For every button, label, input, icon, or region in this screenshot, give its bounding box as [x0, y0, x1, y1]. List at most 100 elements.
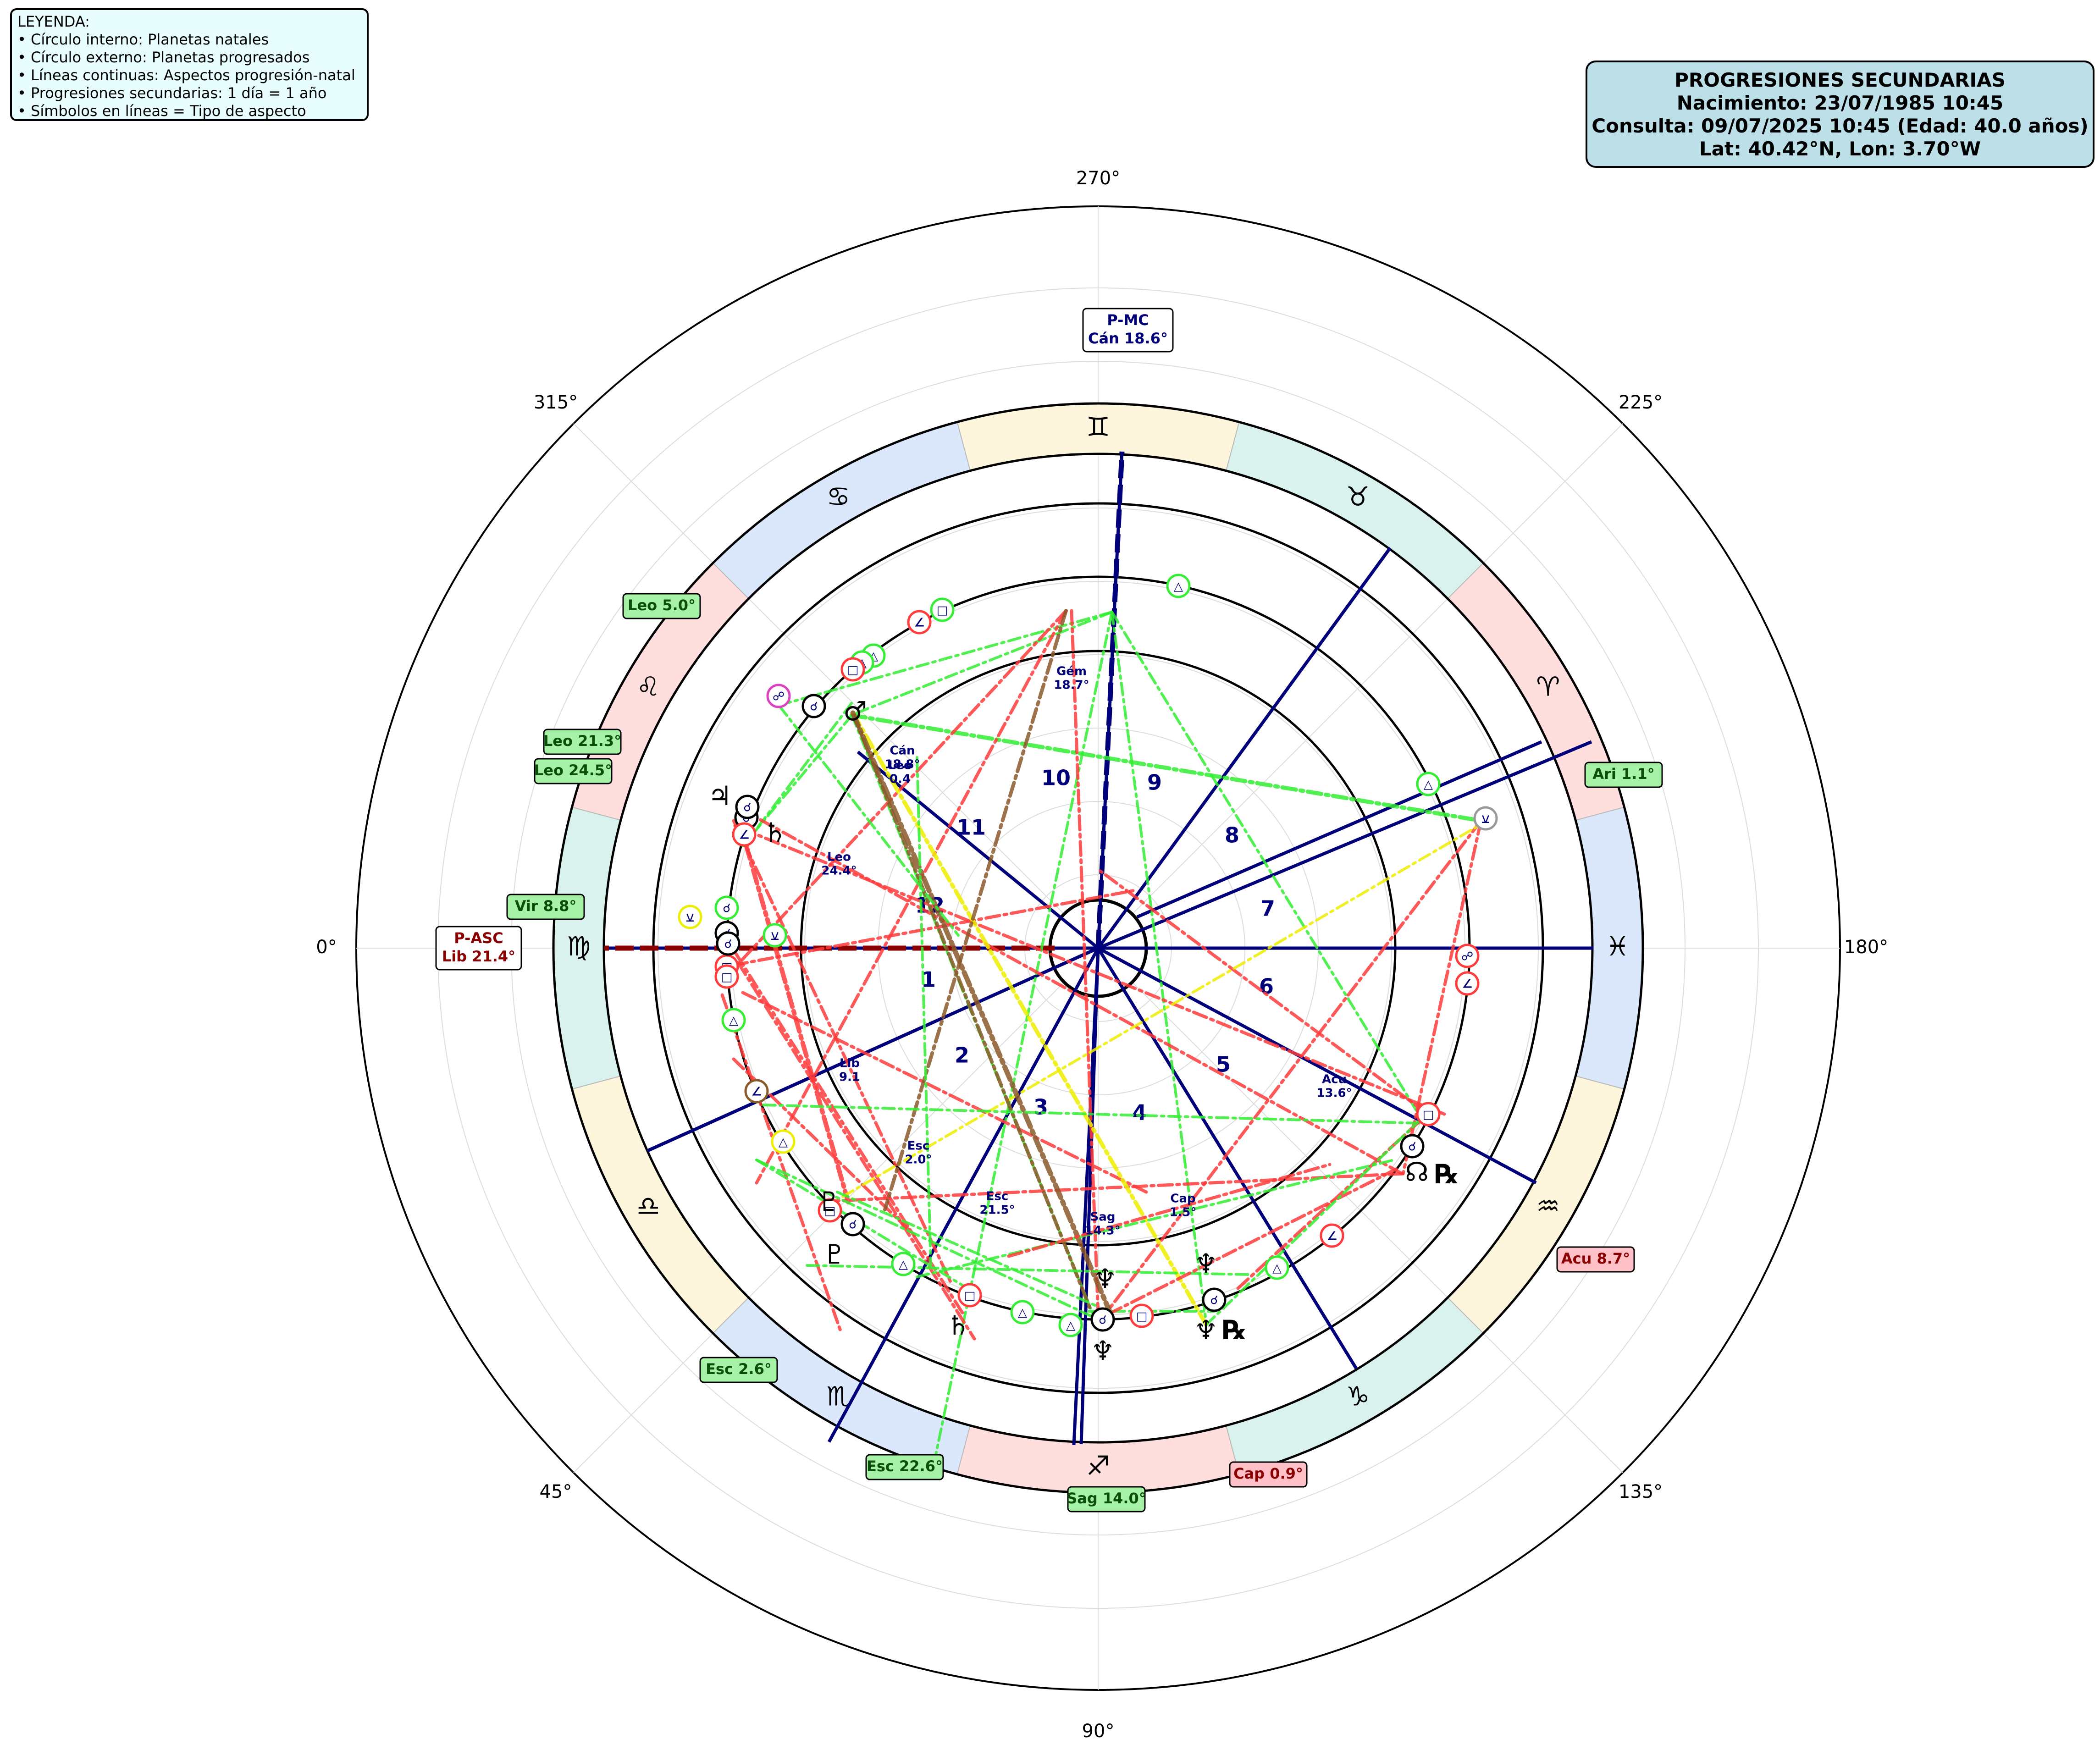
- planet-glyph: ♇: [823, 1239, 846, 1270]
- progressed-asc-label: Lib 21.4°: [442, 948, 515, 965]
- aspect-marker-glyph: ☍: [1461, 950, 1473, 964]
- planet-glyph: ♂: [843, 696, 867, 727]
- house-cusp-line: [1097, 947, 1358, 1369]
- zodiac-sign-glyph: ♎: [636, 1191, 660, 1222]
- aspect-line: [850, 710, 1112, 1314]
- aspect-line: [737, 818, 851, 1204]
- aspect-marker-glyph: ☌: [1408, 1140, 1416, 1154]
- house-number-3: 3: [1033, 1095, 1048, 1120]
- aspect-line: [1111, 611, 1423, 1120]
- planet-glyph: ♇: [817, 1186, 841, 1217]
- aspect-line: [1103, 1167, 1398, 1318]
- retrograde-mark: ℞: [1435, 1159, 1459, 1190]
- natal-position-label: Cap: [1170, 1192, 1195, 1206]
- aspect-marker: [840, 657, 865, 682]
- aspect-marker-glyph: □: [721, 971, 733, 984]
- house-cusp-line: [1079, 948, 1100, 1445]
- outer-position-tag: Leo 21.3°: [543, 732, 621, 750]
- aspect-marker: [1202, 1287, 1227, 1312]
- aspect-marker-glyph: □: [937, 604, 948, 618]
- natal-position-label: Sag: [1090, 1210, 1116, 1224]
- zodiac-sign-glyph: ♍: [567, 931, 591, 962]
- aspect-line: [851, 711, 1208, 1326]
- outer-position-tag: Ari 1.1°: [1592, 765, 1654, 783]
- aspect-lines: [720, 609, 1485, 1480]
- aspect-line: [720, 993, 843, 1334]
- zodiac-sign-glyph: ♌: [636, 671, 660, 702]
- progressed-asc-label-box: [435, 926, 522, 971]
- zodiac-sign-glyph: ♒: [1536, 1191, 1560, 1222]
- aspect-marker-glyph: ☌: [849, 1218, 857, 1232]
- query-date: Consulta: 09/07/2025 10:45 (Edad: 40.0 a…: [1592, 115, 2089, 137]
- aspect-marker-glyph: ⚺: [686, 911, 694, 925]
- planet-glyph: ♃: [708, 780, 732, 812]
- outer-position-tag-box: [865, 1454, 944, 1480]
- aspect-marker: [1320, 1223, 1344, 1248]
- degree-label: 225°: [1619, 392, 1663, 413]
- aspect-marker-glyph: ∠: [1326, 1230, 1337, 1243]
- aspect-marker-glyph: ⚺: [771, 929, 779, 943]
- house-cusp-line: [1097, 740, 1592, 950]
- aspect-marker: [840, 1212, 865, 1237]
- planet-glyph: ♆: [1091, 1335, 1115, 1366]
- degree-label: 45°: [540, 1481, 572, 1502]
- house-number-8: 8: [1225, 823, 1239, 848]
- natal-position-label: Acu: [1322, 1073, 1347, 1087]
- degree-label: 315°: [534, 392, 578, 413]
- natal-position-label: Leo: [827, 850, 851, 864]
- aspect-markers: △□∠△△□☌☍△⚺☌∠☌☌⚺□□△∠△□☌△□△☌□☌△∠☌□☍∠☌☌△⚺♂♃…: [678, 574, 1498, 1366]
- progressed-mc-label-box: [1082, 308, 1174, 353]
- aspect-marker: [930, 597, 955, 622]
- outer-position-tag-box: [1556, 1246, 1635, 1273]
- house-number-10: 10: [1041, 766, 1071, 790]
- natal-position-degree: 0.4: [890, 773, 911, 786]
- natal-position-degree: 24.4°: [821, 864, 857, 878]
- legend-box: LEYENDA: • Círculo interno: Planetas nat…: [10, 8, 369, 121]
- aspect-line: [1007, 1163, 1332, 1258]
- house-number-4: 4: [1132, 1100, 1147, 1125]
- aspect-line: [806, 1264, 1251, 1276]
- progressed-mc-label: Cán 18.6°: [1088, 330, 1168, 347]
- aspect-marker: [1400, 1134, 1425, 1159]
- legend-line: • Progresiones secundarias: 1 día = 1 añ…: [17, 84, 327, 102]
- progressed-mc-label: P-MC: [1107, 311, 1149, 329]
- natal-position-degree: 14.3°: [1085, 1224, 1120, 1238]
- aspect-marker: [957, 1283, 982, 1308]
- location: Lat: 40.42°N, Lon: 3.70°W: [1699, 138, 1981, 160]
- aspect-marker-glyph: ☌: [1099, 1314, 1106, 1327]
- aspect-line: [762, 1104, 1423, 1125]
- aspect-marker: [716, 931, 741, 956]
- zodiac-sign-glyph: ♓: [1606, 931, 1630, 962]
- outer-position-tag-box: [699, 1357, 778, 1383]
- aspect-marker-glyph: ☌: [724, 938, 732, 951]
- aspect-marker-glyph: ☌: [723, 902, 730, 916]
- aspect-line: [732, 819, 953, 1286]
- house-number-2: 2: [955, 1043, 969, 1068]
- aspect-marker-glyph: △: [1018, 1306, 1027, 1320]
- natal-position-label: Esc: [907, 1139, 930, 1153]
- aspect-line: [734, 952, 965, 1315]
- aspect-line: [734, 609, 1068, 968]
- progressed-mc-line: [1095, 451, 1125, 949]
- degree-label: 135°: [1619, 1481, 1663, 1502]
- aspect-line: [755, 1159, 1102, 1322]
- aspect-marker: [678, 905, 702, 929]
- aspect-line: [836, 1191, 1100, 1308]
- aspect-line: [850, 713, 1483, 823]
- aspect-line: [1099, 869, 1428, 1115]
- birth-date: Nacimiento: 23/07/1985 10:45: [1676, 92, 2004, 114]
- aspect-marker-glyph: △: [779, 1136, 788, 1149]
- chart-info-box: PROGRESIONES SECUNDARIAS Nacimiento: 23/…: [1586, 61, 2094, 168]
- outer-position-tag-box: [543, 729, 622, 755]
- aspect-marker-glyph: □: [824, 1204, 836, 1218]
- planet-glyph: ♄: [763, 817, 787, 848]
- natal-position-degree: 18.7°: [1054, 679, 1089, 692]
- legend-line: • Símbolos en líneas = Tipo de aspecto: [17, 102, 306, 120]
- aspect-marker: [1265, 1255, 1289, 1280]
- chart-title: PROGRESIONES SECUNDARIAS: [1674, 69, 2006, 91]
- legend-line: • Círculo interno: Planetas natales: [17, 31, 269, 48]
- planet-glyph: ♆: [1194, 1314, 1218, 1346]
- aspect-line: [916, 756, 932, 1267]
